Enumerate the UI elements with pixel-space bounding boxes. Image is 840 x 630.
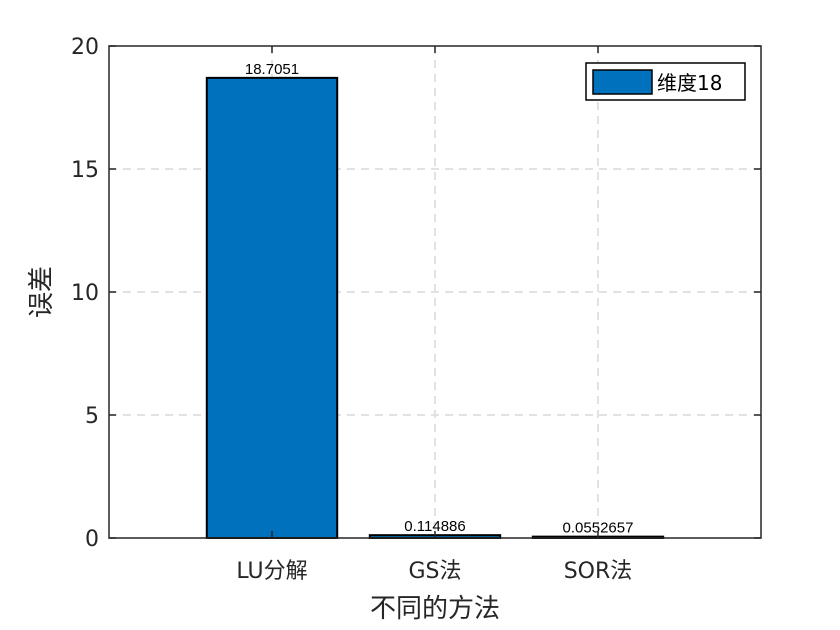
legend: 维度18	[586, 63, 745, 100]
x-axis-label: 不同的方法	[370, 594, 500, 624]
legend-swatch	[593, 70, 652, 94]
legend-entry: 维度18	[657, 71, 722, 95]
y-tick-label: 0	[85, 527, 99, 552]
y-tick-label: 15	[71, 158, 99, 183]
x-tick-label: SOR法	[564, 559, 633, 584]
y-tick-label: 10	[71, 281, 99, 306]
y-tick-label: 20	[71, 35, 99, 60]
bar-value-label: 18.7051	[245, 61, 299, 78]
x-tick-label: LU分解	[236, 559, 307, 584]
x-tick-label: GS法	[408, 559, 461, 584]
x-tick-labels: LU分解 GS法 SOR法	[236, 559, 632, 584]
bar	[207, 78, 337, 538]
y-tick-label: 5	[85, 404, 99, 429]
y-axis-label: 误差	[27, 266, 57, 318]
y-tick-labels: 0 5 10 15 20	[71, 35, 99, 552]
